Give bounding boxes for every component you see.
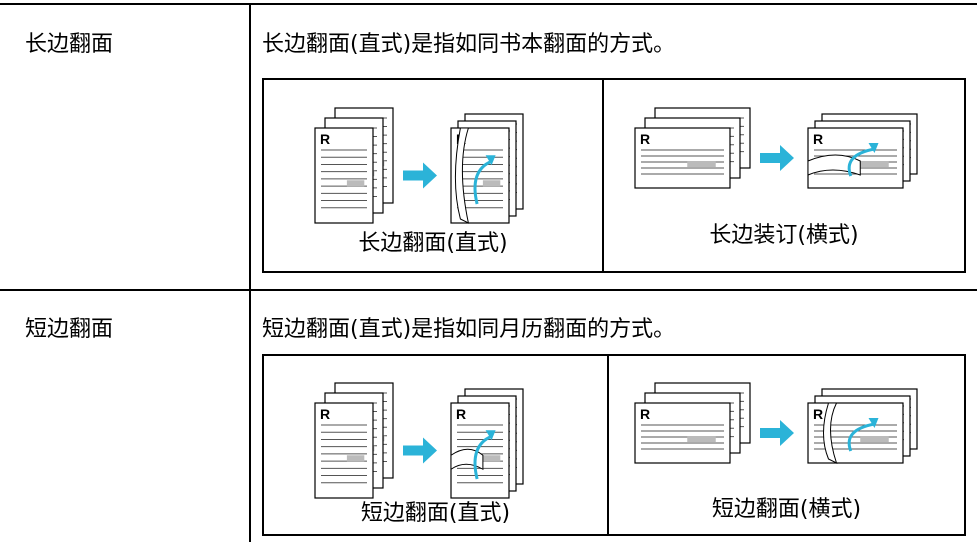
gray-bar xyxy=(346,455,365,462)
page xyxy=(634,402,731,464)
icon-letter: R xyxy=(813,406,823,422)
arrow xyxy=(760,420,794,446)
page xyxy=(314,127,374,224)
description: 长边翻面(直式)是指如同书本翻面的方式。 xyxy=(262,32,676,57)
arrow xyxy=(403,162,437,189)
figure-divider xyxy=(602,78,604,273)
figure-box xyxy=(262,78,966,273)
arrow xyxy=(403,437,437,464)
gray-bar xyxy=(482,180,501,187)
page-curl xyxy=(454,127,470,224)
term: 长边翻面 xyxy=(25,32,114,57)
column-divider xyxy=(249,3,251,542)
page-curl xyxy=(823,402,838,464)
figure-caption: 长边翻面(直式) xyxy=(358,231,508,256)
gray-bar xyxy=(346,180,365,187)
curl-arrow xyxy=(847,147,875,177)
curl-arrow-head xyxy=(485,155,496,166)
figure-caption: 短边翻面(直式) xyxy=(360,501,511,526)
icon-letter: R xyxy=(640,131,650,147)
figure-caption: 长边装订(横式) xyxy=(709,223,859,248)
arrow xyxy=(760,145,794,171)
table-border xyxy=(0,3,977,5)
page xyxy=(634,127,731,189)
icon-letter: R xyxy=(813,131,823,147)
icon-letter: R xyxy=(640,406,650,422)
curl-arrow-head xyxy=(868,418,879,428)
icon-letter: R xyxy=(320,131,330,147)
description: 短边翻面(直式)是指如同月历翻面的方式。 xyxy=(262,317,676,342)
figure-box xyxy=(262,354,966,536)
curl-arrow xyxy=(473,434,493,480)
figure-divider xyxy=(607,354,609,536)
icon-letter: R xyxy=(320,406,330,422)
gray-bar xyxy=(860,436,889,442)
curl-arrow-head xyxy=(868,143,879,153)
page-curl xyxy=(807,154,861,176)
term: 短边翻面 xyxy=(25,317,114,342)
curl-arrow-head xyxy=(485,430,496,441)
curl-arrow xyxy=(473,159,493,205)
icon: RR xyxy=(314,107,524,224)
icon-letter: R xyxy=(456,406,466,422)
row-divider xyxy=(0,289,977,291)
gray-bar xyxy=(687,436,716,442)
gray-bar xyxy=(860,161,889,167)
gray-bar xyxy=(687,161,716,167)
curl-arrow xyxy=(847,422,875,452)
gray-bar xyxy=(482,455,501,462)
page xyxy=(314,402,374,499)
figure-caption: 短边翻面(横式) xyxy=(711,497,862,522)
